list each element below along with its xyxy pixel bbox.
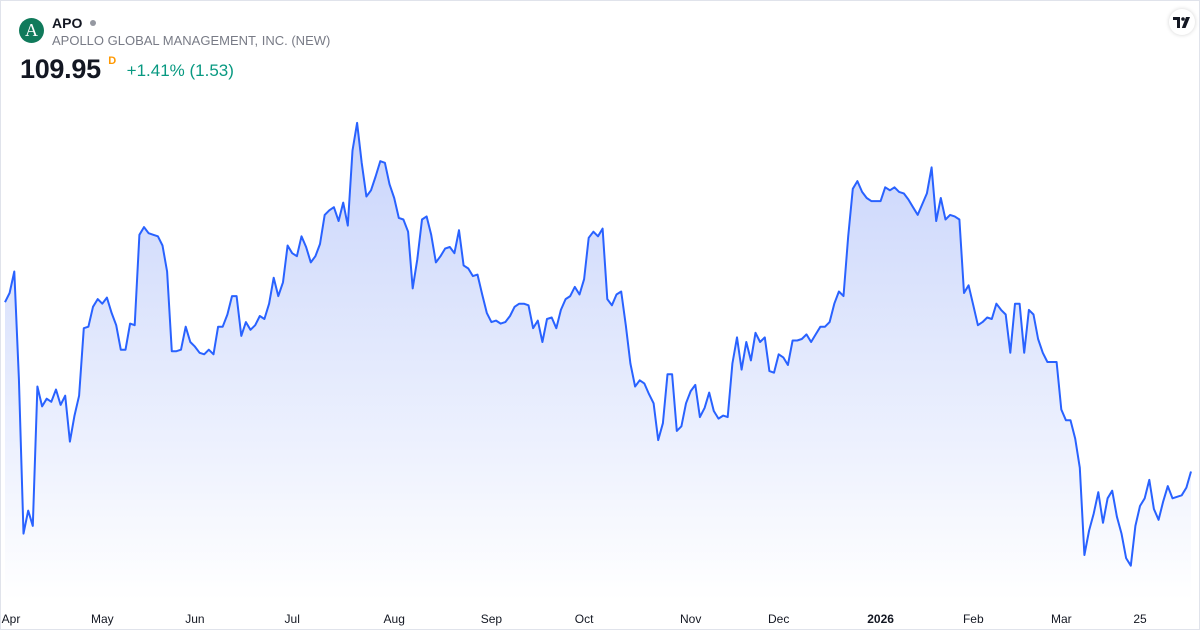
apollo-logo-icon: A bbox=[19, 18, 44, 43]
x-tick-label: Sep bbox=[481, 612, 503, 626]
x-tick-label: Jun bbox=[185, 612, 204, 626]
last-price: 109.95 bbox=[20, 54, 101, 84]
price-row: 109.95 D +1.41% (1.53) bbox=[20, 54, 234, 85]
ticker-row: APO bbox=[52, 14, 96, 32]
x-tick-label: Apr bbox=[2, 612, 21, 626]
x-tick-label: Jul bbox=[285, 612, 300, 626]
tradingview-logo-icon[interactable] bbox=[1169, 9, 1195, 35]
x-tick-label: Dec bbox=[768, 612, 789, 626]
price-line bbox=[4, 121, 1192, 567]
x-tick-label: 2026 bbox=[867, 612, 894, 626]
market-status-dot-icon bbox=[89, 19, 96, 26]
x-tick-label: Mar bbox=[1051, 612, 1072, 626]
x-tick-label: May bbox=[91, 612, 114, 626]
x-tick-label: Feb bbox=[963, 612, 984, 626]
price-change: +1.41% (1.53) bbox=[126, 61, 234, 80]
x-tick-label: 25 bbox=[1133, 612, 1147, 626]
x-tick-label: Nov bbox=[680, 612, 701, 626]
company-name: APOLLO GLOBAL MANAGEMENT, INC. (NEW) bbox=[52, 33, 331, 48]
x-tick-label: Oct bbox=[575, 612, 594, 626]
ticker-symbol[interactable]: APO bbox=[52, 14, 83, 31]
x-tick-label: Aug bbox=[384, 612, 405, 626]
x-axis: Apr May Jun Jul Aug Sep Oct Nov Dec 2026 Feb Mar 25 bbox=[2, 612, 1147, 626]
price-area-fill bbox=[5, 122, 1191, 602]
price-flag: D bbox=[108, 55, 117, 67]
